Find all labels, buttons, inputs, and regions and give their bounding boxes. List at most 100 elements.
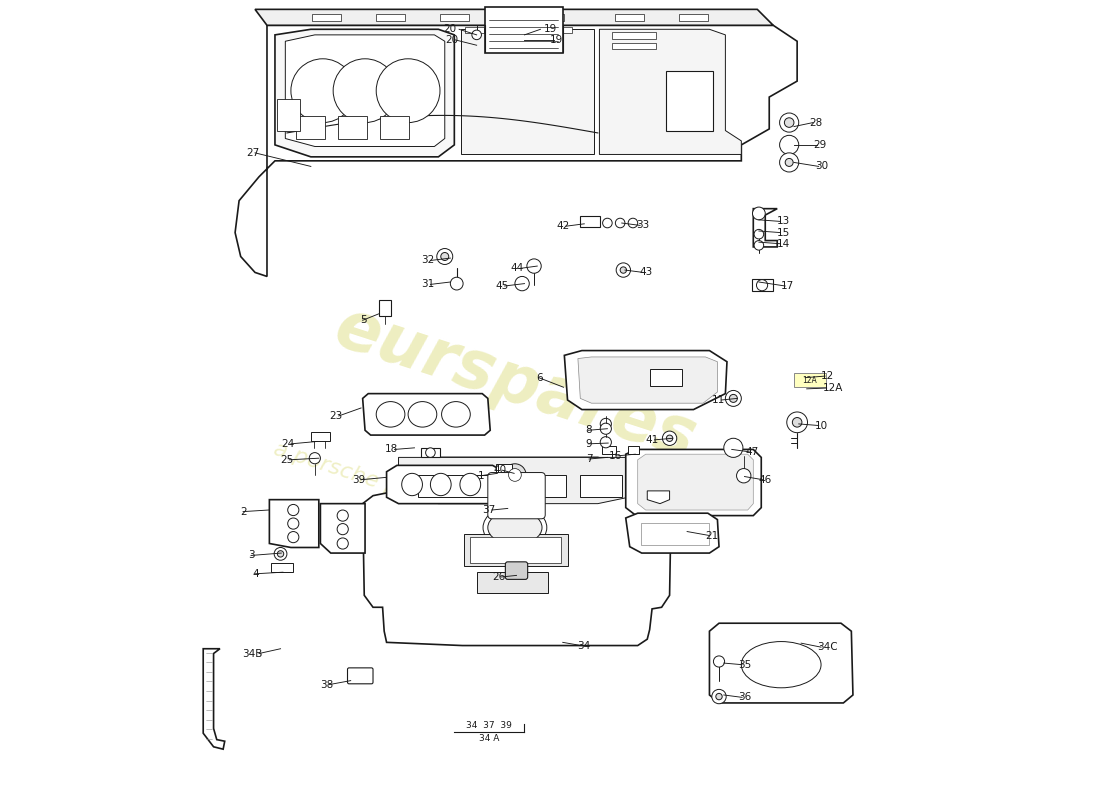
Bar (485, 7, 563, 54)
Polygon shape (421, 448, 440, 458)
Circle shape (288, 531, 299, 542)
Circle shape (426, 448, 436, 458)
Circle shape (333, 58, 397, 122)
Text: 10: 10 (815, 421, 828, 430)
Polygon shape (270, 500, 319, 547)
Polygon shape (363, 458, 671, 646)
Text: 25: 25 (280, 454, 294, 465)
Bar (615, 14, 645, 22)
Polygon shape (461, 30, 594, 154)
FancyBboxPatch shape (487, 473, 546, 518)
Text: 45: 45 (495, 281, 508, 291)
Circle shape (620, 267, 627, 274)
Text: 30: 30 (815, 162, 828, 171)
Text: 34 A: 34 A (480, 734, 499, 742)
Bar (464, 534, 568, 566)
Circle shape (504, 464, 526, 486)
Text: 11: 11 (712, 395, 725, 405)
Polygon shape (751, 279, 773, 290)
Text: 17: 17 (781, 281, 794, 291)
Circle shape (757, 280, 768, 290)
Text: 28: 28 (810, 118, 823, 127)
Text: 7: 7 (586, 454, 593, 464)
Text: 34C: 34C (817, 642, 838, 652)
Ellipse shape (741, 642, 821, 688)
Polygon shape (204, 649, 224, 749)
Text: 47: 47 (746, 447, 759, 457)
Text: 21: 21 (705, 530, 718, 541)
Circle shape (337, 523, 349, 534)
Ellipse shape (441, 402, 471, 427)
Text: 24: 24 (282, 439, 295, 449)
Text: 14: 14 (777, 238, 790, 249)
Bar (628, 446, 639, 454)
Polygon shape (235, 26, 798, 277)
Bar (277, 98, 299, 130)
Circle shape (472, 30, 482, 40)
Polygon shape (638, 454, 754, 510)
Circle shape (724, 438, 743, 458)
Bar (666, 70, 714, 130)
Polygon shape (600, 30, 741, 154)
Circle shape (725, 390, 741, 406)
Text: 6: 6 (536, 373, 542, 382)
Text: 4: 4 (252, 569, 258, 578)
Circle shape (785, 158, 793, 166)
Bar (297, 116, 326, 138)
Bar (440, 14, 469, 22)
Circle shape (780, 135, 799, 154)
Polygon shape (285, 35, 444, 146)
Circle shape (601, 418, 612, 430)
FancyBboxPatch shape (505, 562, 528, 579)
Circle shape (712, 690, 726, 704)
Bar (312, 14, 341, 22)
Text: 36: 36 (738, 692, 751, 702)
Bar (552, 27, 572, 34)
Text: 34: 34 (578, 641, 591, 650)
Circle shape (786, 412, 807, 433)
Circle shape (376, 58, 440, 122)
Ellipse shape (483, 506, 547, 550)
Ellipse shape (487, 510, 542, 545)
Circle shape (441, 253, 449, 261)
Circle shape (601, 437, 612, 448)
Bar (650, 369, 682, 386)
Text: 46: 46 (759, 474, 772, 485)
Text: 19: 19 (550, 34, 563, 45)
Circle shape (628, 218, 638, 228)
Text: 37: 37 (483, 505, 496, 515)
Bar (581, 475, 622, 498)
Polygon shape (564, 350, 727, 410)
Bar (496, 464, 512, 476)
Text: 23: 23 (330, 411, 343, 421)
Circle shape (309, 453, 320, 464)
Text: 34  37  39: 34 37 39 (466, 721, 513, 730)
Bar (613, 33, 656, 39)
Text: 35: 35 (738, 660, 751, 670)
Text: 12A: 12A (803, 375, 817, 385)
Bar (505, 27, 524, 34)
Circle shape (288, 505, 299, 515)
Circle shape (716, 694, 723, 700)
Ellipse shape (430, 474, 451, 496)
Text: 38: 38 (320, 680, 333, 690)
Bar (378, 300, 392, 316)
Text: 44: 44 (510, 263, 524, 274)
Circle shape (290, 58, 354, 122)
Text: eurspares: eurspares (327, 294, 704, 474)
Polygon shape (386, 466, 506, 504)
Bar (613, 43, 656, 50)
Bar (602, 446, 616, 454)
Circle shape (450, 278, 463, 290)
Bar (794, 373, 826, 387)
Text: 39: 39 (352, 474, 365, 485)
Circle shape (601, 423, 612, 434)
Polygon shape (647, 491, 670, 504)
Text: 15: 15 (777, 227, 790, 238)
Text: a porsche parts since 1985: a porsche parts since 1985 (271, 439, 564, 552)
Text: 8: 8 (585, 426, 592, 435)
Text: 9: 9 (585, 439, 592, 449)
Polygon shape (626, 514, 719, 553)
Circle shape (729, 394, 737, 402)
Circle shape (616, 263, 630, 278)
